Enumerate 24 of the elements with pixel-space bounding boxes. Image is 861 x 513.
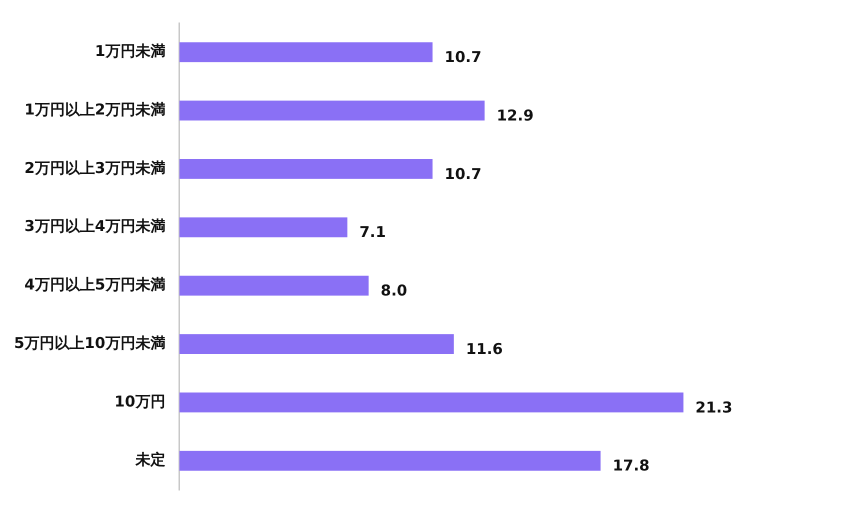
y-tick-label: 10万円 (114, 392, 166, 410)
bar (179, 217, 348, 238)
data-label: 21.3 (695, 398, 732, 416)
bar (179, 42, 433, 62)
bar (179, 100, 485, 120)
data-label: 11.6 (466, 340, 503, 358)
bar (179, 276, 369, 296)
y-tick-label: 1万円未満 (94, 42, 166, 60)
y-tick-label: 5万円以上10万円未満 (14, 334, 166, 352)
y-tick-label: 1万円以上2万円未満 (24, 100, 166, 118)
y-tick-label: 未定 (134, 450, 166, 469)
data-label: 10.7 (444, 164, 482, 183)
y-tick-label: 2万円以上3万円未満 (24, 158, 166, 177)
y-tick-label: 3万円以上4万円未満 (24, 217, 166, 236)
y-tick-label: 4万円以上5万円未満 (24, 276, 166, 294)
bar (179, 392, 684, 412)
data-label: 7.1 (359, 223, 386, 242)
bar (179, 450, 601, 471)
data-label: 10.7 (444, 48, 482, 66)
bar (179, 159, 433, 179)
data-label: 17.8 (612, 456, 650, 475)
data-label: 8.0 (380, 282, 408, 300)
data-label: 12.9 (496, 106, 534, 124)
bar (179, 334, 454, 354)
